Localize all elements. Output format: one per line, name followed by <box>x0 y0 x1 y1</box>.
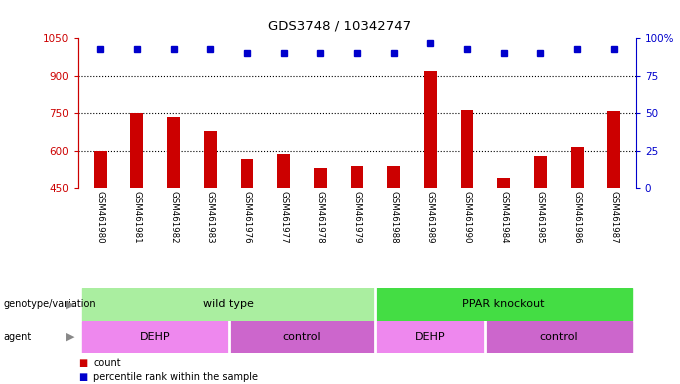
Bar <box>486 321 632 353</box>
Text: genotype/variation: genotype/variation <box>3 299 96 310</box>
Text: GSM461978: GSM461978 <box>316 191 325 244</box>
Text: GSM461986: GSM461986 <box>573 191 581 244</box>
Text: GSM461979: GSM461979 <box>352 191 362 244</box>
Text: GSM461984: GSM461984 <box>499 191 508 244</box>
Text: GSM461989: GSM461989 <box>426 191 435 244</box>
Text: GSM461985: GSM461985 <box>536 191 545 244</box>
Bar <box>204 131 217 188</box>
Text: percentile rank within the sample: percentile rank within the sample <box>93 372 258 382</box>
Bar <box>534 156 547 188</box>
Bar <box>388 166 400 188</box>
Bar <box>497 178 510 188</box>
Text: ■: ■ <box>78 358 88 368</box>
Bar <box>82 321 228 353</box>
Bar <box>314 168 326 188</box>
Text: ■: ■ <box>78 372 88 382</box>
Bar <box>228 321 375 353</box>
Text: count: count <box>93 358 121 368</box>
Text: GSM461977: GSM461977 <box>279 191 288 244</box>
Text: GSM461983: GSM461983 <box>206 191 215 244</box>
Bar <box>351 166 363 188</box>
Bar <box>460 110 473 188</box>
Text: GSM461981: GSM461981 <box>133 191 141 244</box>
Bar <box>375 288 632 321</box>
Bar <box>82 288 375 321</box>
Bar <box>277 154 290 188</box>
Bar <box>131 113 143 188</box>
Text: DEHP: DEHP <box>415 332 445 342</box>
Bar <box>375 321 486 353</box>
Bar <box>167 117 180 188</box>
Text: GSM461982: GSM461982 <box>169 191 178 244</box>
Text: ▶: ▶ <box>66 299 75 310</box>
Bar <box>607 111 620 188</box>
Bar <box>94 151 107 188</box>
Text: DEHP: DEHP <box>140 332 171 342</box>
Text: GSM461976: GSM461976 <box>243 191 252 244</box>
Text: GSM461980: GSM461980 <box>96 191 105 244</box>
Bar <box>571 147 583 188</box>
Text: GDS3748 / 10342747: GDS3748 / 10342747 <box>269 19 411 32</box>
Text: wild type: wild type <box>203 299 254 310</box>
Text: ▶: ▶ <box>66 332 75 342</box>
Text: GSM461988: GSM461988 <box>389 191 398 244</box>
Text: GSM461990: GSM461990 <box>462 191 471 244</box>
Text: PPAR knockout: PPAR knockout <box>462 299 545 310</box>
Text: control: control <box>283 332 321 342</box>
Text: agent: agent <box>3 332 32 342</box>
Text: control: control <box>539 332 578 342</box>
Bar <box>424 71 437 188</box>
Text: GSM461987: GSM461987 <box>609 191 618 244</box>
Bar <box>241 159 254 188</box>
